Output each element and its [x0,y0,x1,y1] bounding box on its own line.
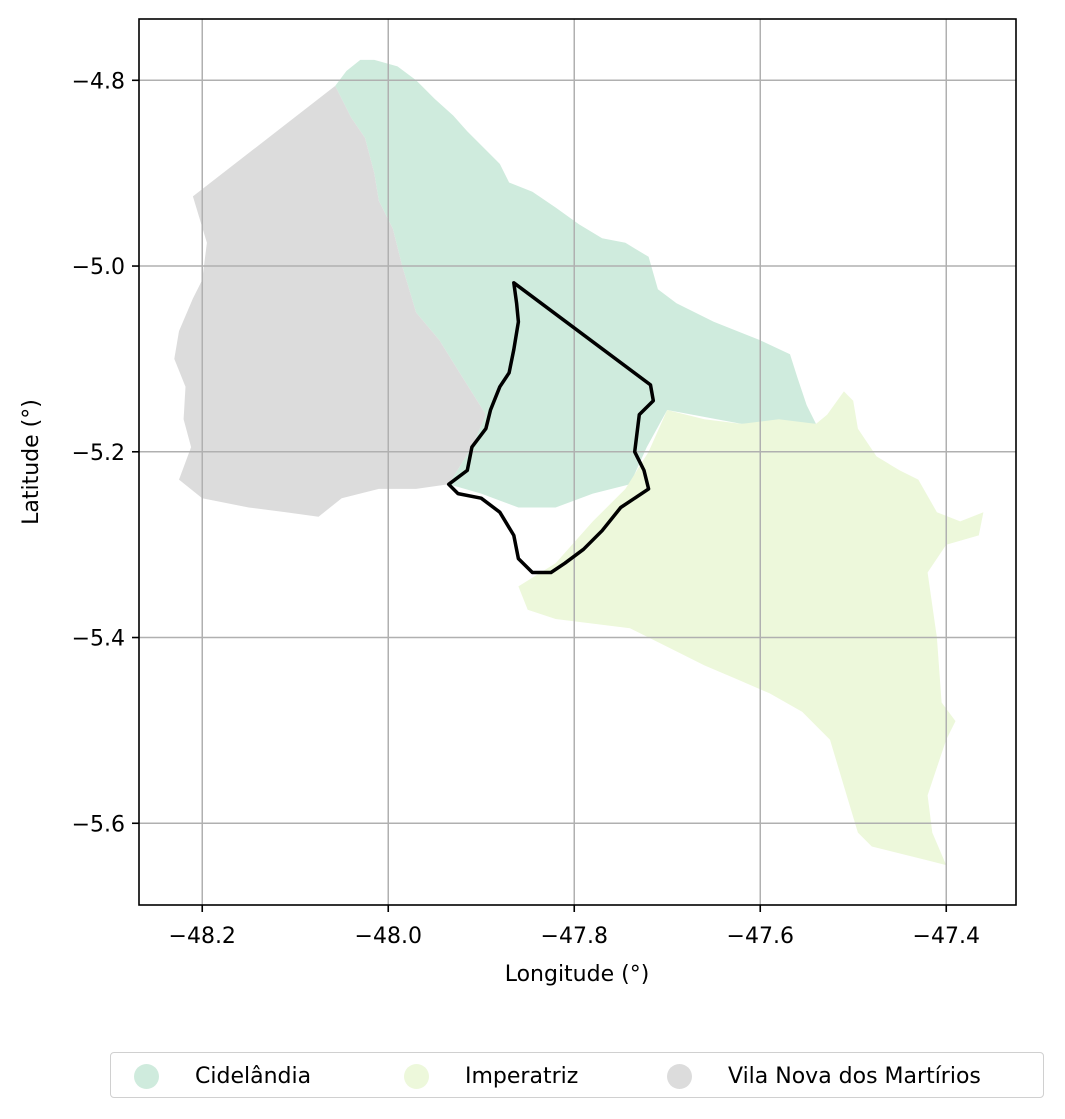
legend-label: Cidelândia [195,1063,312,1089]
regions-layer [174,59,984,866]
y-tick-label: −5.2 [72,441,125,466]
legend-item-imperatriz: Imperatriz [404,1053,578,1099]
ticks-layer: −48.2 −48.0 −47.8 −47.6 −47.4 −4.8 −5.0 −5.2 −5.… [72,69,980,949]
legend-marker-vila-nova-dos-martirios [667,1063,692,1089]
y-tick-label: −5.6 [72,812,125,837]
highlight-outline-layer [446,281,656,575]
grid-layer [139,19,1016,905]
legend-label: Imperatriz [465,1063,579,1089]
highlighted-area-outline [446,281,656,575]
legend-item-vila-nova-dos-martirios: Vila Nova dos Martírios [667,1053,981,1099]
legend-marker-cidelandia [134,1063,159,1089]
x-tick-label: −48.2 [169,924,236,949]
y-tick-label: −4.8 [72,69,125,94]
x-tick-label: −47.6 [727,924,794,949]
y-axis-label: Latitude (°) [19,399,44,525]
map-chart: −48.2 −48.0 −47.8 −47.6 −47.4 −4.8 −5.0 −5.2 −5.… [19,18,1017,987]
y-tick-label: −5.0 [72,255,125,280]
y-tick-label: −5.4 [72,627,125,652]
legend: Cidelândia Imperatriz Vila Nova dos Mart… [110,1052,1044,1098]
legend-marker-imperatriz [404,1063,429,1089]
legend-label: Vila Nova dos Martírios [728,1063,981,1089]
x-tick-label: −48.0 [355,924,422,949]
region-cidelandia [335,59,816,508]
x-tick-label: −47.4 [913,924,980,949]
x-axis-label: Longitude (°) [505,962,650,987]
region-imperatriz [518,391,984,866]
region-vila-nova-dos-martirios [174,85,486,517]
legend-item-cidelandia: Cidelândia [134,1053,311,1099]
x-tick-label: −47.8 [541,924,608,949]
plot-frame [138,18,1017,906]
